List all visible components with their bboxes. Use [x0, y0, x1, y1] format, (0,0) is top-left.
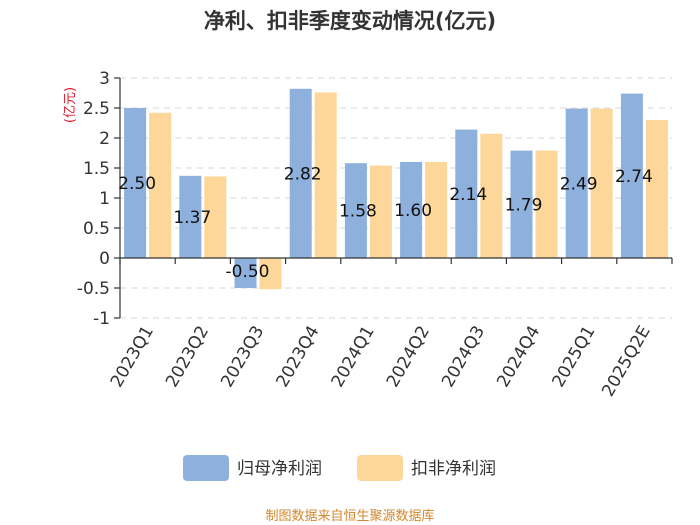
legend-label-series-2: 扣非净利润	[411, 459, 496, 479]
bar-series-2	[149, 112, 172, 258]
x-tick-label: 2023Q4	[272, 323, 323, 391]
data-label: 2.14	[449, 185, 487, 205]
bar-series-1	[455, 129, 478, 258]
bar-series-2	[259, 258, 282, 290]
bar-series-1	[234, 258, 257, 288]
bar-series-1	[124, 108, 147, 258]
data-label: 1.37	[173, 208, 211, 228]
y-tick-label: 1.5	[83, 159, 110, 179]
bars	[124, 88, 668, 290]
bar-series-2	[204, 176, 227, 258]
x-tick-label: 2023Q3	[217, 323, 268, 391]
y-tick-label: 2	[99, 129, 110, 149]
data-label: 2.82	[284, 164, 322, 184]
x-tick-label: 2023Q2	[162, 323, 213, 391]
y-axis-label: (亿元)	[63, 87, 78, 123]
legend-label-series-1: 归母净利润	[237, 459, 322, 479]
chart-title: 净利、扣非季度变动情况(亿元)	[204, 9, 496, 33]
y-tick-label: -0.5	[77, 279, 110, 299]
bar-series-2	[369, 165, 392, 258]
bar-series-1	[344, 163, 367, 258]
bar-series-2	[535, 150, 558, 258]
y-tick-label: 0.5	[83, 219, 110, 239]
bar-series-2	[645, 120, 668, 258]
x-tick-label: 2025Q2E	[598, 323, 654, 401]
bar-series-1	[400, 162, 423, 258]
data-label: 1.58	[339, 202, 377, 222]
x-tick-label: 2024Q4	[493, 323, 544, 391]
y-tick-label: -1	[93, 309, 110, 329]
data-label: 1.79	[505, 195, 543, 215]
bar-series-1	[510, 150, 533, 258]
x-tick-label: 2024Q3	[438, 323, 489, 391]
data-label: 2.74	[615, 167, 653, 187]
x-tick-label: 2024Q2	[383, 323, 434, 391]
data-label: 2.49	[560, 174, 598, 194]
data-label: 1.60	[394, 201, 432, 221]
y-tick-label: 0	[99, 249, 110, 269]
bar-series-1	[620, 93, 643, 258]
legend-swatch-series-1	[183, 455, 229, 481]
x-tick-label: 2025Q1	[548, 323, 599, 391]
legend-swatch-series-2	[357, 455, 403, 481]
data-labels: 2.50 1.37 -0.50 2.82 1.58 1.60 2.14 1.79 2.49 2.7…	[118, 164, 653, 282]
data-label: -0.50	[226, 262, 270, 282]
bar-series-1	[289, 88, 312, 258]
x-tick-label: 2023Q1	[107, 323, 158, 391]
bar-series-2	[314, 92, 337, 259]
legend: 归母净利润 扣非净利润	[183, 455, 496, 481]
bar-series-1	[179, 175, 202, 258]
bar-series-1	[565, 108, 588, 258]
y-tick-label: 2.5	[83, 99, 110, 119]
y-tick-label: 1	[99, 189, 110, 209]
bar-series-2	[425, 162, 448, 258]
bar-series-2	[590, 108, 613, 258]
bar-series-2	[480, 133, 503, 258]
source-note: 制图数据来自恒生聚源数据库	[265, 508, 434, 524]
x-tick-label: 2024Q1	[328, 323, 379, 391]
y-tick-label: 3	[99, 69, 110, 89]
grid-lines	[120, 77, 672, 319]
data-label: 2.50	[118, 174, 156, 194]
